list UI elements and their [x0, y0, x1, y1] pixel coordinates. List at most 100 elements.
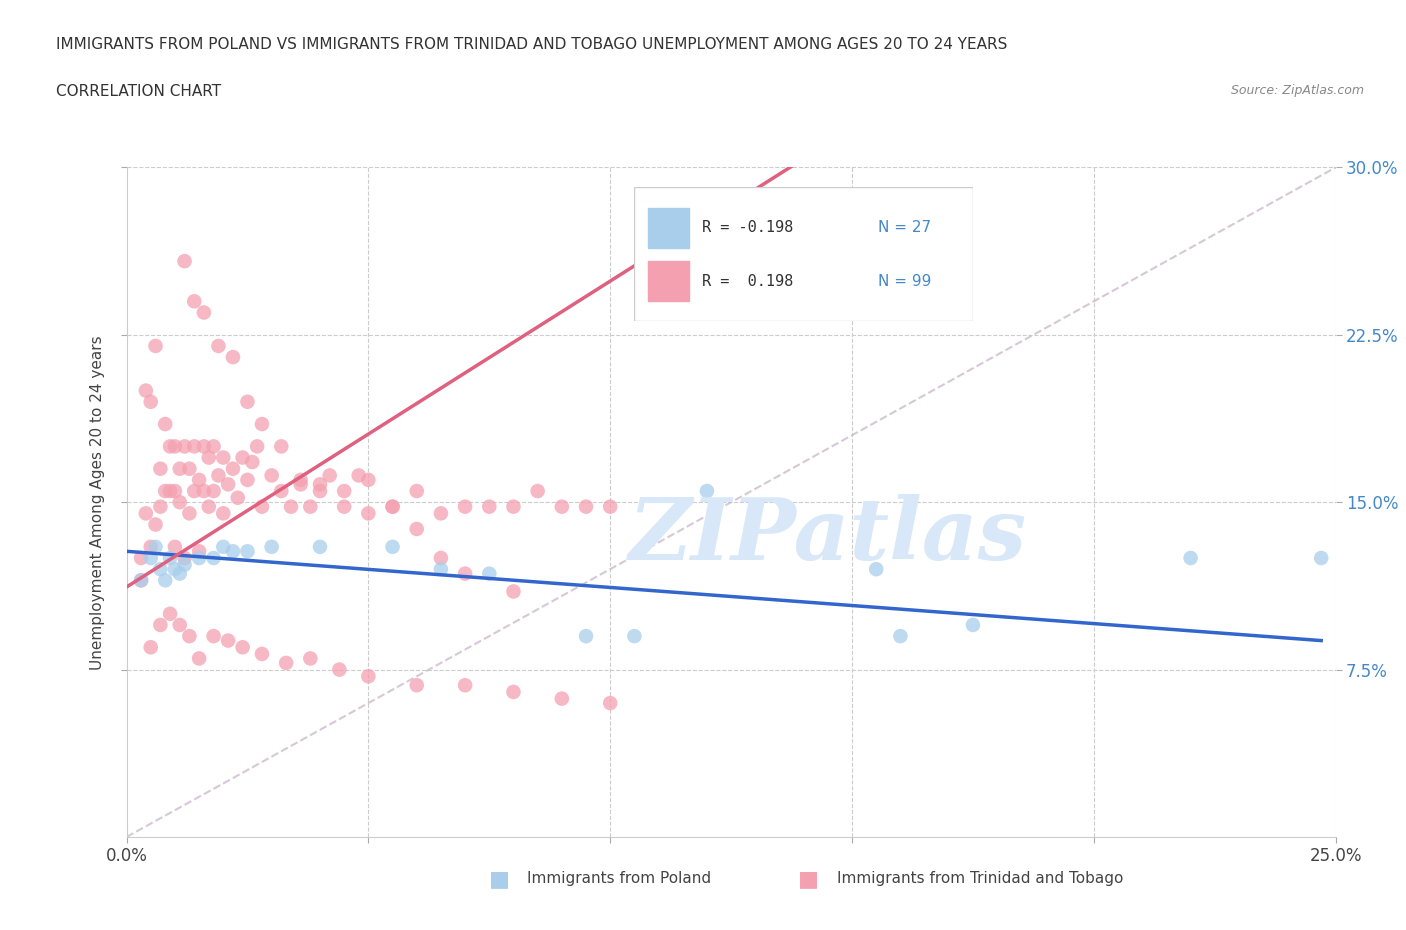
Point: [129, 551, 152, 565]
Point: [290, 477, 312, 492]
Point: [270, 439, 292, 454]
Point: [318, 468, 340, 483]
Point: [276, 656, 298, 671]
Point: [193, 439, 215, 454]
Point: [207, 468, 229, 483]
Point: [163, 562, 186, 577]
Point: [405, 522, 427, 537]
Point: [163, 484, 186, 498]
Point: [202, 439, 225, 454]
Point: [188, 651, 211, 666]
Point: [202, 629, 225, 644]
Point: [865, 562, 887, 577]
Point: [135, 383, 157, 398]
Point: [250, 499, 273, 514]
Point: [405, 484, 427, 498]
Y-axis label: Unemployment Among Ages 20 to 24 years: Unemployment Among Ages 20 to 24 years: [90, 335, 105, 670]
Point: [226, 490, 249, 505]
Point: [430, 562, 453, 577]
Point: [309, 539, 332, 554]
Point: [179, 461, 201, 476]
Point: [155, 573, 177, 588]
Point: [309, 477, 332, 492]
Point: [202, 484, 225, 498]
Point: [197, 450, 219, 465]
Point: [246, 439, 269, 454]
Text: Source: ZipAtlas.com: Source: ZipAtlas.com: [1230, 84, 1364, 97]
Point: [962, 618, 984, 632]
Point: [478, 499, 501, 514]
Point: [169, 495, 191, 510]
Point: [551, 691, 574, 706]
Point: [454, 499, 477, 514]
Text: ZIPatlas: ZIPatlas: [628, 494, 1026, 578]
Point: [551, 499, 574, 514]
Point: [188, 472, 211, 487]
Point: [193, 484, 215, 498]
Point: [159, 439, 181, 454]
Point: [173, 551, 195, 565]
Point: [173, 557, 195, 572]
Point: [478, 566, 501, 581]
Point: [1310, 551, 1333, 565]
Point: [250, 646, 273, 661]
Point: [159, 551, 181, 565]
Point: [212, 506, 235, 521]
Point: [159, 484, 181, 498]
Point: [232, 640, 254, 655]
Text: CORRELATION CHART: CORRELATION CHART: [56, 84, 221, 99]
Point: [135, 506, 157, 521]
Point: [236, 394, 259, 409]
Point: [381, 539, 404, 554]
Point: [183, 294, 205, 309]
Point: [159, 606, 181, 621]
Text: IMMIGRANTS FROM POLAND VS IMMIGRANTS FROM TRINIDAD AND TOBAGO UNEMPLOYMENT AMONG: IMMIGRANTS FROM POLAND VS IMMIGRANTS FRO…: [56, 37, 1008, 52]
Point: [454, 678, 477, 693]
Point: [357, 506, 380, 521]
Point: [212, 450, 235, 465]
Point: [207, 339, 229, 353]
Point: [575, 499, 598, 514]
Point: [193, 305, 215, 320]
Point: [139, 539, 162, 554]
Point: [173, 254, 195, 269]
Point: [240, 455, 263, 470]
Text: Immigrants from Poland: Immigrants from Poland: [527, 871, 711, 886]
Point: [889, 629, 911, 644]
Point: [328, 662, 350, 677]
Point: [139, 551, 162, 565]
Point: [149, 562, 172, 577]
Point: [333, 484, 356, 498]
Point: [155, 417, 177, 432]
Point: [236, 472, 259, 487]
Point: [280, 499, 302, 514]
Point: [222, 461, 245, 476]
Point: [163, 539, 186, 554]
Point: [222, 350, 245, 365]
Point: [197, 499, 219, 514]
Point: [188, 551, 211, 565]
Point: [217, 633, 239, 648]
Point: [260, 539, 283, 554]
Point: [575, 629, 598, 644]
Point: [183, 439, 205, 454]
Point: [502, 684, 524, 699]
Point: [202, 551, 225, 565]
Point: [212, 539, 235, 554]
Point: [129, 573, 152, 588]
Point: [169, 566, 191, 581]
Point: [169, 461, 191, 476]
Point: [599, 696, 621, 711]
Point: [139, 394, 162, 409]
Point: [623, 629, 645, 644]
Point: [232, 450, 254, 465]
Point: [347, 468, 370, 483]
Point: [430, 506, 453, 521]
Point: [222, 544, 245, 559]
Point: [179, 629, 201, 644]
Point: [163, 439, 186, 454]
Point: [139, 640, 162, 655]
Point: [145, 539, 167, 554]
Point: [381, 499, 404, 514]
Point: [599, 499, 621, 514]
